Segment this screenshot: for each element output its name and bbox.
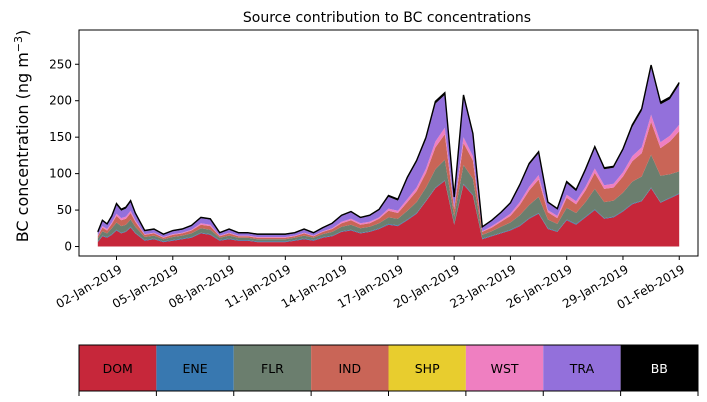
y-tick-label: 0 — [64, 240, 72, 254]
legend-swatch-ene — [156, 345, 234, 391]
legend-label-ene: ENE — [182, 361, 207, 376]
y-tick-label: 50 — [57, 203, 72, 217]
legend-label-tra: TRA — [569, 361, 595, 376]
y-tick-label: 150 — [49, 130, 72, 144]
legend-label-wst: WST — [491, 361, 519, 376]
legend-swatch-shp — [388, 345, 466, 391]
area-ind — [97, 121, 680, 240]
y-tick-label: 200 — [49, 94, 72, 108]
legend-frame — [78, 344, 699, 392]
total-line — [97, 64, 680, 235]
legend-swatch-wst — [465, 345, 544, 391]
legend-label-ind: IND — [338, 361, 361, 376]
area-tra — [97, 67, 680, 237]
legend-label-flr: FLR — [261, 361, 284, 376]
legend-swatch-flr — [233, 345, 312, 391]
legend-label-bb: BB — [651, 361, 668, 376]
plot-frame — [78, 29, 699, 257]
legend-label-shp: SHP — [415, 361, 440, 376]
chart-title: Source contribution to BC concentrations — [243, 10, 531, 26]
stacked-areas — [97, 64, 680, 247]
area-dom — [97, 180, 680, 247]
legend: DOM ENE FLR IND SHP WST TRA BB — [78, 344, 699, 396]
legend-swatch-tra — [543, 345, 621, 391]
y-axis-label: BC concentration (ng m−3) — [12, 30, 32, 243]
legend-swatch-bb — [620, 345, 698, 391]
y-tick-label: 100 — [49, 167, 72, 181]
legend-label-dom: DOM — [103, 361, 133, 376]
legend-swatch-dom — [79, 345, 157, 391]
y-tick-label: 250 — [49, 57, 72, 71]
legend-swatch-ind — [311, 345, 389, 391]
